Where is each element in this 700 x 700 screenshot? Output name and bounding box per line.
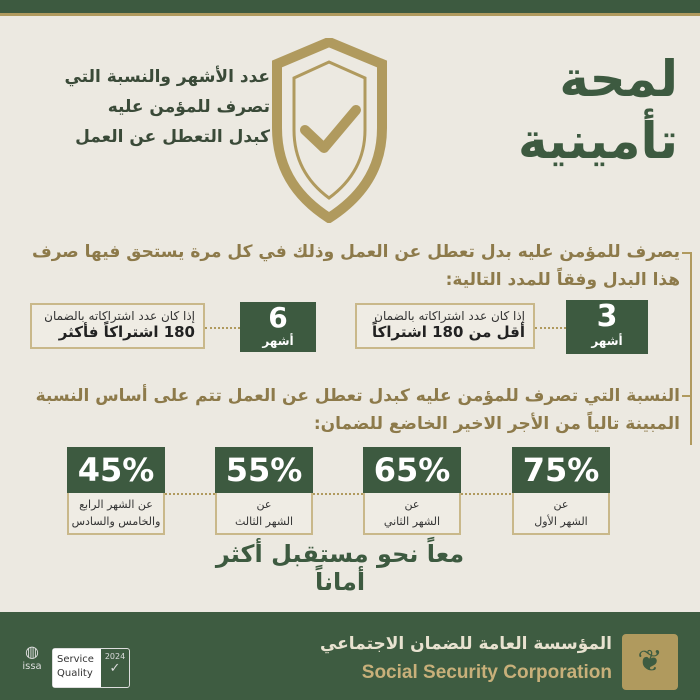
percentage-value: 55% bbox=[215, 447, 313, 493]
period-number: 3 bbox=[596, 299, 618, 334]
paragraph-durations: يصرف للمؤمن عليه بدل تعطل عن العمل وذلك … bbox=[31, 242, 680, 290]
condition-detail: أقل من 180 اشتراكاً bbox=[372, 323, 525, 341]
subtitle-line: كبدل التعطل عن العمل bbox=[75, 127, 270, 147]
percentage-card: 65% عن الشهر الثاني bbox=[363, 447, 461, 535]
percentage-label: عن الشهر الثالث bbox=[215, 493, 313, 535]
label-line: عن bbox=[553, 498, 569, 511]
percentage-value: 45% bbox=[67, 447, 165, 493]
connector bbox=[205, 327, 240, 329]
percentage-card: 75% عن الشهر الأول bbox=[512, 447, 610, 535]
label-line: الشهر الأول bbox=[534, 515, 588, 528]
service-quality-badge: Service Quality 2024 ✓ bbox=[52, 648, 130, 688]
top-bar bbox=[0, 0, 700, 16]
org-name-arabic: المؤسسة العامة للضمان الاجتماعي bbox=[319, 634, 612, 654]
period-6-condition: إذا كان عدد اشتراكاته بالضمان 180 اشتراك… bbox=[30, 303, 205, 349]
subtitle-line: عدد الأشهر والنسبة التي bbox=[64, 67, 270, 87]
subtitle: عدد الأشهر والنسبة التي تصرف للمؤمن عليه… bbox=[20, 62, 270, 152]
badge-text: Service bbox=[57, 654, 94, 665]
period-6-box: 6 أشهر bbox=[240, 302, 316, 352]
condition-detail: 180 اشتراكاً فأكثر bbox=[58, 323, 195, 341]
label-line: عن bbox=[256, 498, 272, 511]
period-3-box: 3 أشهر bbox=[566, 300, 648, 354]
title-line: تأمينية bbox=[517, 112, 678, 170]
percentage-value: 75% bbox=[512, 447, 610, 493]
page-title: لمحة تأمينية bbox=[378, 48, 678, 172]
connector bbox=[70, 493, 610, 495]
paragraph-percentages: النسبة التي تصرف للمؤمن عليه كبدل تعطل ع… bbox=[35, 386, 680, 434]
condition-text: إذا كان عدد اشتراكاته بالضمان bbox=[44, 309, 195, 323]
label-line: عن bbox=[404, 498, 420, 511]
label-line: عن الشهر الرابع bbox=[79, 498, 153, 511]
bracket-line bbox=[682, 395, 692, 445]
condition-text: إذا كان عدد اشتراكاته بالضمان bbox=[374, 309, 525, 323]
period-unit: أشهر bbox=[262, 334, 294, 348]
bracket-line bbox=[682, 252, 692, 402]
shield-check-icon bbox=[272, 38, 387, 223]
footer: ❦ المؤسسة العامة للضمان الاجتماعي Social… bbox=[0, 612, 700, 700]
label-line: والخامس والسادس bbox=[71, 515, 161, 528]
subtitle-line: تصرف للمؤمن عليه bbox=[107, 97, 270, 117]
percentage-card: 45% عن الشهر الرابع والخامس والسادس bbox=[67, 447, 165, 535]
label-line: الشهر الثالث bbox=[234, 515, 294, 528]
slogan: معاً نحو مستقبل أكثر أماناً bbox=[215, 540, 465, 596]
issa-logo: ◍ issa bbox=[18, 642, 46, 672]
percentage-card: 55% عن الشهر الثالث bbox=[215, 447, 313, 535]
org-name-english: Social Security Corporation bbox=[361, 662, 612, 683]
badge-text: Quality bbox=[57, 668, 93, 679]
period-3-condition: إذا كان عدد اشتراكاته بالضمان أقل من 180… bbox=[355, 303, 535, 349]
percentage-label: عن الشهر الرابع والخامس والسادس bbox=[67, 493, 165, 535]
percentage-label: عن الشهر الأول bbox=[512, 493, 610, 535]
organization-logo-icon: ❦ bbox=[622, 634, 678, 690]
percentage-value: 65% bbox=[363, 447, 461, 493]
percentage-label: عن الشهر الثاني bbox=[363, 493, 461, 535]
period-unit: أشهر bbox=[591, 334, 623, 348]
period-number: 6 bbox=[268, 301, 288, 334]
badge-year: 2024 bbox=[104, 652, 126, 661]
issa-label: issa bbox=[22, 661, 42, 672]
check-circle-icon: ✓ bbox=[109, 661, 121, 676]
connector bbox=[535, 327, 566, 329]
title-line: لمحة bbox=[559, 50, 678, 108]
globe-icon: ◍ bbox=[25, 642, 39, 661]
label-line: الشهر الثاني bbox=[383, 515, 441, 528]
